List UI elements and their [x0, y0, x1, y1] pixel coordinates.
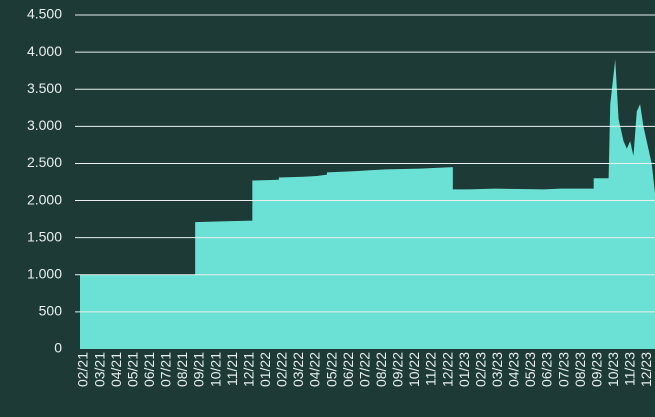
x-tick-label: 04/23 [506, 352, 522, 387]
x-tick-label: 12/23 [638, 352, 654, 387]
x-tick-label: 02/22 [274, 352, 290, 387]
x-tick-label: 09/21 [191, 352, 207, 387]
y-tick-label: 1.500 [27, 228, 62, 244]
x-tick-label: 06/21 [141, 352, 157, 387]
y-tick-label: 3.500 [27, 80, 62, 96]
x-tick-label: 09/22 [390, 352, 406, 387]
x-tick-label: 10/23 [605, 352, 621, 387]
x-tick-label: 07/22 [356, 352, 372, 387]
y-tick-label: 2.500 [27, 154, 62, 170]
x-tick-label: 05/21 [124, 352, 140, 387]
x-tick-label: 03/22 [290, 352, 306, 387]
x-tick-label: 12/21 [240, 352, 256, 387]
x-tick-label: 04/21 [108, 352, 124, 387]
x-tick-label: 01/22 [257, 352, 273, 387]
y-tick-label: 3.000 [27, 117, 62, 133]
x-tick-label: 06/23 [539, 352, 555, 387]
y-tick-label: 4.000 [27, 43, 62, 59]
x-tick-label: 03/21 [91, 352, 107, 387]
x-tick-label: 08/23 [572, 352, 588, 387]
x-tick-label: 06/22 [340, 352, 356, 387]
x-tick-label: 09/23 [588, 352, 604, 387]
y-tick-label: 2.000 [27, 191, 62, 207]
x-tick-label: 08/21 [174, 352, 190, 387]
x-tick-label: 01/23 [456, 352, 472, 387]
x-tick-label: 11/22 [423, 352, 439, 386]
x-tick-label: 07/21 [158, 352, 174, 387]
x-tick-label: 05/23 [522, 352, 538, 387]
x-tick-label: 03/23 [489, 352, 505, 387]
y-tick-label: 500 [39, 303, 63, 319]
x-tick-label: 05/22 [323, 352, 339, 387]
y-tick-label: 1.000 [27, 265, 62, 281]
x-tick-label: 04/22 [307, 352, 323, 387]
x-tick-label: 02/21 [75, 352, 91, 387]
area [80, 59, 655, 350]
x-tick-label: 10/21 [207, 352, 223, 387]
y-tick-label: 0 [54, 340, 62, 356]
x-tick-label: 07/23 [555, 352, 571, 387]
y-tick-label: 4.500 [27, 6, 62, 22]
x-tick-label: 08/22 [373, 352, 389, 387]
x-tick-label: 12/22 [439, 352, 455, 387]
x-tick-label: 10/22 [406, 352, 422, 387]
x-tick-label: 11/23 [622, 352, 638, 386]
x-tick-label: 02/23 [472, 352, 488, 387]
x-tick-label: 11/21 [224, 352, 240, 386]
